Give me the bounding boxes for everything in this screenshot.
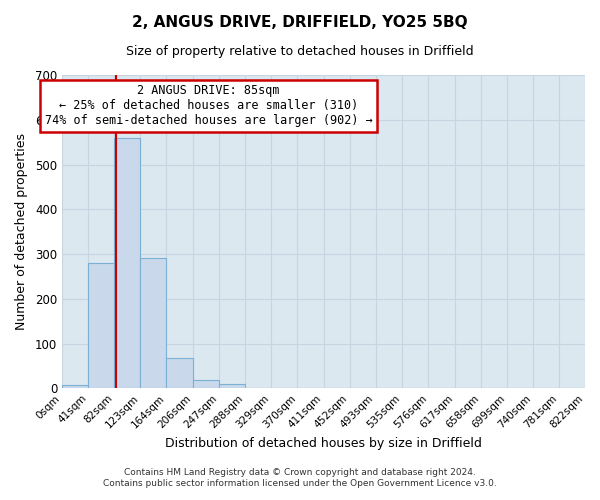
Bar — [62, 385, 88, 388]
Text: 2 ANGUS DRIVE: 85sqm
← 25% of detached houses are smaller (310)
74% of semi-deta: 2 ANGUS DRIVE: 85sqm ← 25% of detached h… — [44, 84, 373, 128]
Text: 2, ANGUS DRIVE, DRIFFIELD, YO25 5BQ: 2, ANGUS DRIVE, DRIFFIELD, YO25 5BQ — [132, 15, 468, 30]
Bar — [88, 263, 114, 388]
Text: Contains HM Land Registry data © Crown copyright and database right 2024.
Contai: Contains HM Land Registry data © Crown c… — [103, 468, 497, 487]
Bar — [114, 138, 140, 388]
Bar — [219, 384, 245, 388]
Text: Size of property relative to detached houses in Driffield: Size of property relative to detached ho… — [126, 45, 474, 58]
Bar — [193, 380, 219, 388]
Y-axis label: Number of detached properties: Number of detached properties — [15, 133, 28, 330]
Bar — [140, 258, 166, 388]
Bar — [166, 358, 193, 388]
X-axis label: Distribution of detached houses by size in Driffield: Distribution of detached houses by size … — [165, 437, 482, 450]
